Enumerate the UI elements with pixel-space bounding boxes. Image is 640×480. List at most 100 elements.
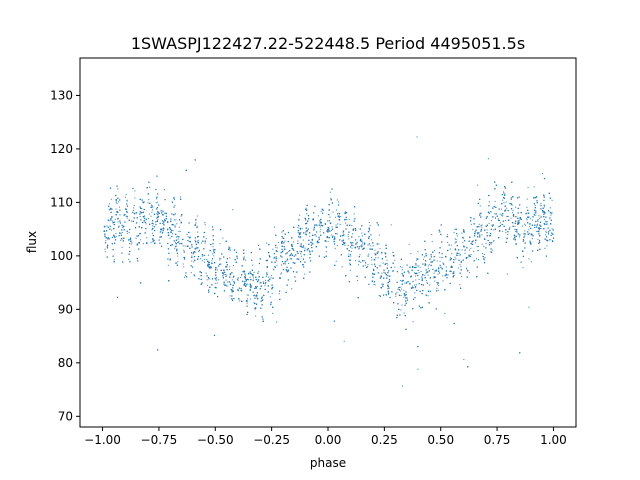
data-point <box>458 259 460 261</box>
data-point <box>197 247 199 249</box>
data-point <box>260 282 262 284</box>
data-point <box>540 225 542 227</box>
data-point <box>262 281 264 283</box>
data-point <box>383 277 385 279</box>
data-point <box>320 224 322 226</box>
data-point <box>519 204 521 206</box>
data-point <box>501 194 503 196</box>
data-point <box>113 234 115 236</box>
data-point <box>255 286 257 288</box>
data-point <box>344 212 346 215</box>
data-point <box>543 196 545 198</box>
data-point <box>350 255 352 257</box>
data-point <box>315 235 317 237</box>
data-point <box>279 298 281 300</box>
data-point <box>123 214 125 216</box>
data-point <box>513 234 515 236</box>
data-point <box>297 242 299 245</box>
data-point <box>514 228 516 231</box>
data-point <box>405 300 407 302</box>
data-point <box>549 218 551 220</box>
data-point <box>370 239 373 241</box>
data-point <box>435 308 437 310</box>
data-point <box>446 274 448 276</box>
data-point <box>136 221 138 223</box>
data-point <box>237 277 239 279</box>
data-point <box>424 264 426 266</box>
data-point <box>368 237 370 239</box>
data-point <box>544 238 546 240</box>
data-point <box>297 227 299 229</box>
data-point <box>495 184 497 186</box>
data-point <box>292 262 294 264</box>
data-point <box>336 226 338 228</box>
data-point <box>248 279 250 281</box>
data-point <box>322 209 324 211</box>
data-point <box>363 260 365 262</box>
data-point <box>245 285 247 287</box>
data-point <box>258 271 260 273</box>
data-point <box>361 225 363 227</box>
data-point <box>340 235 342 237</box>
data-point <box>336 244 338 247</box>
data-point <box>438 285 440 287</box>
data-point <box>504 194 506 196</box>
data-point <box>421 306 423 308</box>
data-point <box>184 275 187 277</box>
data-point <box>515 230 517 233</box>
data-point <box>212 246 214 248</box>
data-point <box>168 234 170 236</box>
data-point <box>239 276 242 279</box>
data-point <box>157 349 159 351</box>
data-point <box>250 279 252 281</box>
data-point <box>169 259 171 261</box>
data-point <box>291 248 293 250</box>
data-point <box>254 287 256 289</box>
data-point <box>219 259 221 261</box>
data-point <box>140 207 142 209</box>
data-point <box>227 281 229 283</box>
data-point <box>244 271 246 273</box>
data-point <box>408 272 410 274</box>
data-point <box>477 245 479 248</box>
data-point <box>232 276 234 278</box>
data-point <box>276 264 278 266</box>
data-point <box>389 280 391 283</box>
data-point <box>543 199 545 202</box>
data-point <box>141 207 143 210</box>
data-point <box>463 230 465 232</box>
data-point <box>282 250 284 252</box>
data-point <box>262 282 265 284</box>
data-point <box>318 255 320 257</box>
data-point <box>362 260 364 262</box>
data-point <box>131 242 133 244</box>
data-point <box>146 242 148 244</box>
data-point <box>133 217 135 219</box>
data-point <box>173 198 175 201</box>
data-point <box>293 255 295 257</box>
data-point <box>515 206 517 208</box>
data-point <box>117 218 119 220</box>
data-point <box>240 288 242 290</box>
data-point <box>340 216 342 218</box>
data-point <box>468 272 470 274</box>
data-point <box>176 264 178 266</box>
data-point <box>344 244 346 247</box>
data-point <box>525 218 528 220</box>
data-point <box>541 210 544 212</box>
data-point <box>309 271 311 273</box>
data-point <box>379 265 381 267</box>
data-point <box>477 258 480 261</box>
data-point <box>264 288 266 291</box>
data-point <box>124 221 126 223</box>
data-point <box>364 276 366 278</box>
data-point <box>368 221 370 224</box>
data-point <box>478 223 480 225</box>
data-point <box>312 243 314 245</box>
data-point <box>375 254 377 256</box>
data-point <box>388 292 390 294</box>
data-point <box>306 209 308 211</box>
data-point <box>511 181 513 183</box>
data-point <box>510 197 512 199</box>
